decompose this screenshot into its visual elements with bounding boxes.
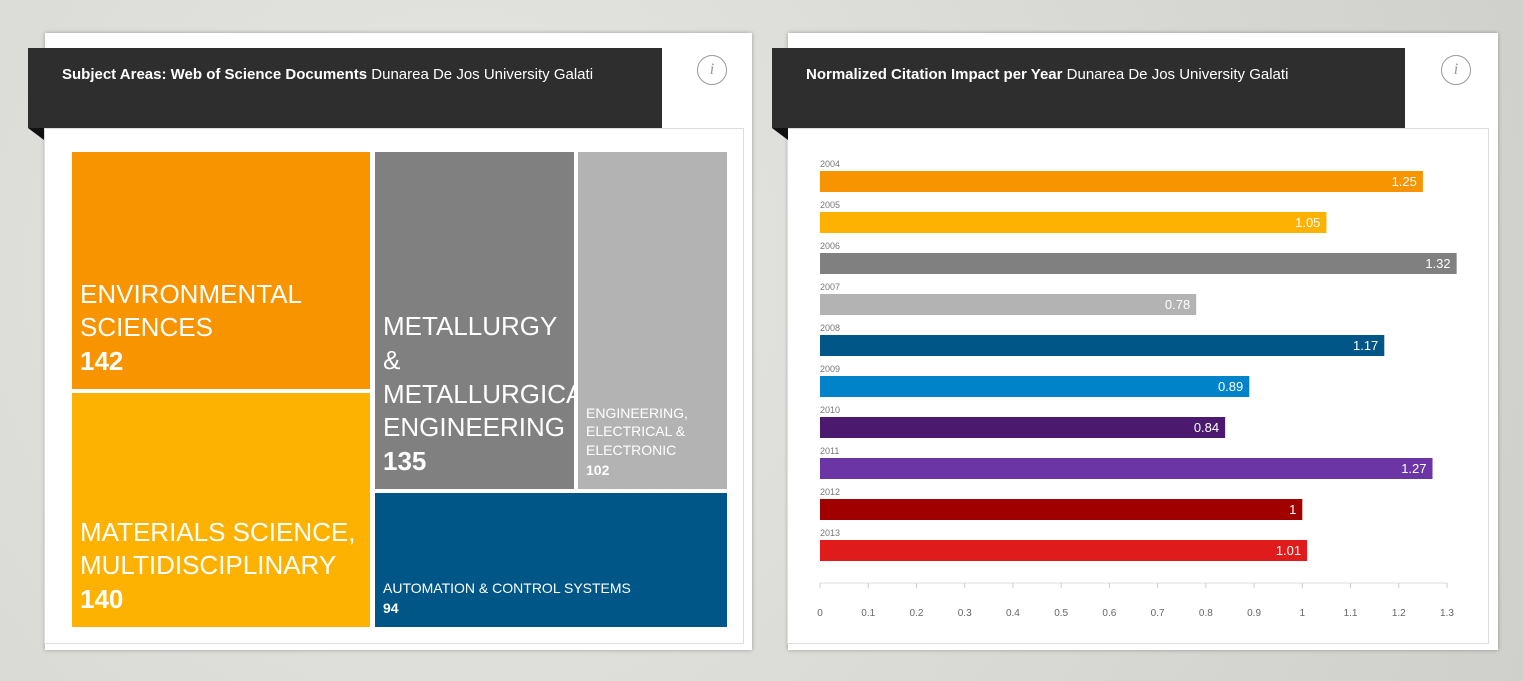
cell-value: 94 <box>383 599 399 616</box>
cell-label: AUTOMATION & CONTROL SYSTEMS <box>383 579 631 596</box>
cell-value: 142 <box>80 346 124 377</box>
chart-header: Normalized Citation Impact per Year Duna… <box>772 48 1405 128</box>
chart-title: Normalized Citation Impact per Year <box>806 66 1063 83</box>
treemap-cell: MATERIALS SCIENCE, MULTIDISCIPLINARY 140 <box>72 393 370 627</box>
header-fold <box>772 128 788 140</box>
chart-title: Subject Areas: Web of Science Documents <box>62 66 368 83</box>
treemap-cell: ENVIRONMENTAL SCIENCES 142 <box>72 152 370 389</box>
plot-frame <box>787 128 1489 644</box>
cell-value: 140 <box>80 584 124 615</box>
info-button[interactable]: i <box>1441 55 1471 85</box>
header-fold <box>28 128 44 140</box>
cell-value: 135 <box>383 446 427 477</box>
cell-label: MATERIALS SCIENCE, MULTIDISCIPLINARY <box>80 516 356 581</box>
treemap-cell: AUTOMATION & CONTROL SYSTEMS 94 <box>375 493 727 627</box>
cell-label: ENVIRONMENTAL SCIENCES <box>80 278 302 343</box>
cell-label: ENGINEERING, ELECTRICAL & ELECTRONIC <box>586 405 688 458</box>
treemap-cell: METALLURGY & METALLURGICAL ENGINEERING13… <box>375 152 574 489</box>
cell-label: METALLURGY & METALLURGICAL ENGINEERING <box>383 311 574 443</box>
cell-value: 102 <box>586 461 610 478</box>
info-button[interactable]: i <box>697 55 727 85</box>
chart-subtitle: Dunarea De Jos University Galati <box>371 66 594 83</box>
treemap-cell: ENGINEERING, ELECTRICAL & ELECTRONIC 102 <box>578 152 727 489</box>
chart-header: Subject Areas: Web of Science Documents … <box>28 48 662 128</box>
chart-subtitle: Dunarea De Jos University Galati <box>1066 66 1289 83</box>
